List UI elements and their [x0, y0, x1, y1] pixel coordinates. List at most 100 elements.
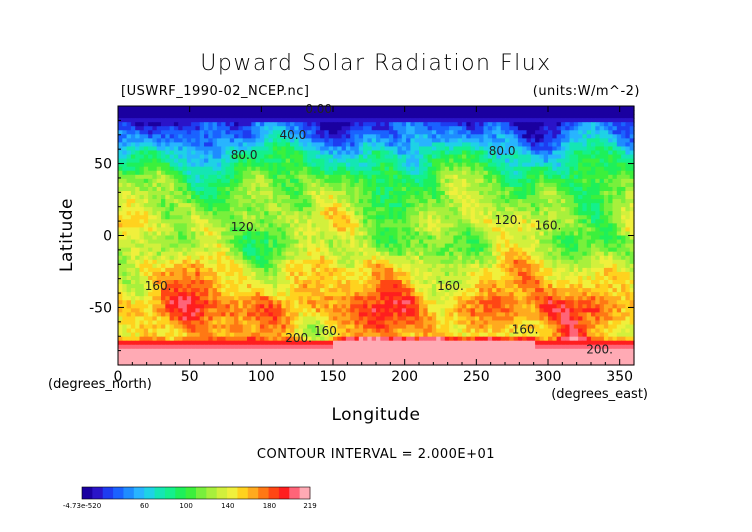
heatmap-cell: [414, 263, 420, 269]
heatmap-cell: [509, 122, 515, 127]
heatmap-cell: [487, 110, 493, 115]
heatmap-cell: [208, 247, 214, 253]
heatmap-cell: [208, 251, 214, 257]
heatmap-cell: [173, 162, 179, 168]
heatmap-cell: [277, 223, 282, 229]
heatmap-cell: [182, 150, 188, 156]
heatmap-cell: [517, 150, 523, 156]
heatmap-cell: [130, 130, 136, 135]
heatmap-cell: [221, 130, 227, 135]
heatmap-cell: [135, 239, 141, 245]
heatmap-cell: [354, 247, 360, 253]
heatmap-cell: [419, 271, 424, 277]
heatmap-cell: [376, 182, 381, 188]
heatmap-cell: [376, 138, 381, 144]
heatmap-cell: [556, 134, 562, 139]
heatmap-cell: [535, 118, 540, 123]
heatmap-cell: [139, 211, 145, 216]
heatmap-cell: [453, 182, 459, 188]
heatmap-cell: [285, 207, 291, 212]
heatmap-cell: [204, 114, 209, 119]
heatmap-cell: [229, 178, 235, 184]
heatmap-cell: [363, 215, 368, 220]
heatmap-cell: [470, 146, 476, 152]
heatmap-cell: [578, 186, 583, 192]
heatmap-cell: [530, 110, 536, 115]
heatmap-cell: [513, 243, 519, 249]
heatmap-cell: [195, 114, 201, 119]
heatmap-cell: [548, 211, 553, 216]
heatmap-cell: [186, 239, 192, 245]
heatmap-cell: [242, 227, 248, 233]
heatmap-cell: [560, 154, 566, 160]
heatmap-cell: [333, 231, 338, 237]
heatmap-cell: [182, 247, 188, 253]
heatmap-cell: [367, 134, 373, 139]
heatmap-cell: [401, 154, 407, 160]
heatmap-cell: [281, 207, 287, 212]
heatmap-cell: [178, 118, 184, 123]
heatmap-cell: [281, 255, 287, 261]
heatmap-cell: [505, 158, 510, 164]
heatmap-cell: [277, 247, 282, 253]
heatmap-cell: [165, 126, 171, 131]
heatmap-cell: [173, 239, 179, 245]
heatmap-cell: [345, 114, 351, 119]
heatmap-cell: [393, 247, 399, 253]
heatmap-cell: [573, 231, 579, 237]
heatmap-cell: [130, 207, 136, 212]
heatmap-cell: [191, 263, 196, 269]
heatmap-cell: [264, 182, 270, 188]
heatmap-cell: [208, 146, 214, 152]
heatmap-cell: [586, 235, 592, 241]
heatmap-cell: [161, 178, 166, 184]
heatmap-cell: [573, 239, 579, 245]
heatmap-cell: [487, 223, 493, 229]
heatmap-cell: [436, 106, 442, 111]
heatmap-cell: [462, 186, 467, 192]
heatmap-cell: [212, 195, 218, 200]
heatmap-cell: [556, 247, 562, 253]
heatmap-cell: [130, 182, 136, 188]
heatmap-cell: [388, 114, 394, 119]
heatmap-cell: [333, 243, 338, 249]
heatmap-cell: [603, 251, 609, 257]
heatmap-cell: [552, 251, 558, 257]
heatmap-cell: [337, 195, 343, 200]
heatmap-cell: [268, 267, 274, 273]
heatmap-cell: [573, 186, 579, 192]
heatmap-cell: [165, 199, 171, 204]
heatmap-cell: [414, 190, 420, 196]
heatmap-cell: [505, 219, 510, 224]
heatmap-cell: [302, 227, 308, 233]
heatmap-cell: [423, 259, 429, 265]
heatmap-cell: [543, 146, 549, 152]
heatmap-cell: [178, 162, 184, 168]
heatmap-cell: [281, 182, 287, 188]
heatmap-cell: [427, 118, 433, 123]
heatmap-cell: [548, 158, 553, 164]
heatmap-cell: [573, 227, 579, 233]
heatmap-cell: [466, 126, 472, 131]
heatmap-cell: [255, 251, 261, 257]
heatmap-cell: [371, 271, 377, 277]
heatmap-cell: [234, 259, 239, 265]
heatmap-cell: [419, 211, 424, 216]
heatmap-cell: [204, 243, 209, 249]
heatmap-cell: [298, 207, 304, 212]
heatmap-cell: [216, 134, 222, 139]
heatmap-cell: [556, 118, 562, 123]
heatmap-cell: [161, 251, 166, 257]
heatmap-cell: [345, 166, 351, 172]
heatmap-cell: [414, 223, 420, 229]
heatmap-cell: [578, 263, 583, 269]
heatmap-cell: [492, 215, 497, 220]
heatmap-cell: [333, 251, 338, 257]
heatmap-cell: [191, 267, 196, 273]
heatmap-cell: [406, 259, 411, 265]
heatmap-cell: [247, 267, 252, 273]
heatmap-cell: [350, 207, 356, 212]
heatmap-cell: [259, 251, 265, 257]
heatmap-cell: [509, 138, 515, 144]
heatmap-cell: [367, 271, 373, 277]
